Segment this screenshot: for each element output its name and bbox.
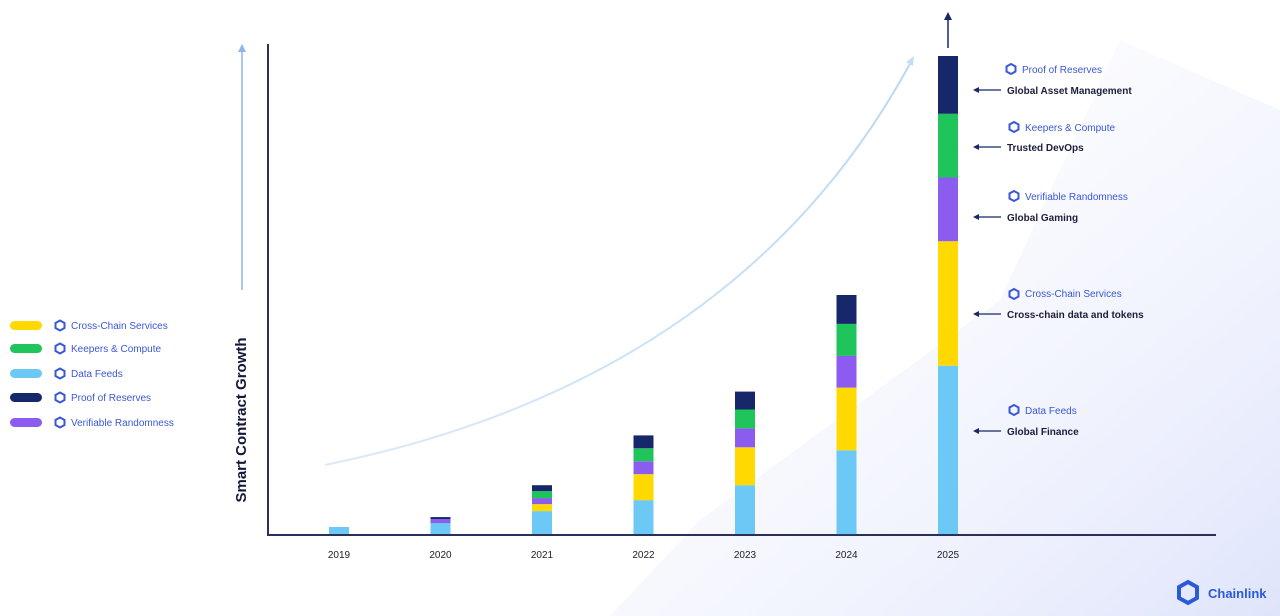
x-tick-label: 2021 (531, 550, 554, 561)
bar-segment (836, 295, 857, 324)
legend-item: Data Feeds (10, 367, 123, 380)
annotation-arrowhead (973, 311, 979, 317)
bar-segment (532, 491, 552, 499)
legend-label: Cross-Chain Services (71, 321, 168, 332)
annotation-subtitle: Global Gaming (1007, 213, 1078, 224)
x-tick-label: 2020 (429, 550, 452, 561)
bar-segment (938, 113, 958, 178)
annotation: Verifiable Randomness Global Gaming (973, 189, 1128, 224)
legend-item: Cross-Chain Services (10, 319, 168, 332)
background-wash (610, 40, 1280, 616)
chainlink-hex-icon (54, 391, 66, 404)
annotation: Cross-Chain Services Cross-chain data an… (973, 287, 1144, 321)
annotation-subtitle: Trusted DevOps (1007, 143, 1084, 154)
growth-curve (324, 59, 913, 466)
bar-segment (735, 447, 755, 486)
chainlink-hex-icon (54, 416, 66, 429)
bar-segment (836, 387, 857, 451)
bar-segment (735, 485, 755, 534)
x-ticks-group: 2019 2020 2021 2022 2023 2024 2025 (328, 550, 960, 561)
y-axis-label: Smart Contract Growth (233, 337, 250, 502)
bar-segment (735, 409, 755, 429)
legend-label: Verifiable Randomness (71, 418, 174, 429)
legend-swatch (10, 393, 42, 402)
chainlink-hex-icon (54, 319, 66, 332)
legend-item: Keepers & Compute (10, 342, 161, 355)
annotation-arrowhead (973, 428, 979, 434)
annotation-title: Proof of Reserves (1022, 65, 1102, 76)
bar-segment (938, 241, 958, 366)
annotation: Data Feeds Global Finance (973, 403, 1079, 438)
legend-swatch (10, 321, 42, 330)
chainlink-hex-icon (1005, 62, 1017, 76)
bar-segment (633, 435, 654, 449)
chainlink-hex-icon (54, 342, 66, 355)
bar-segment (938, 56, 958, 114)
bars-group (329, 56, 958, 535)
bar-segment (633, 461, 654, 475)
legend-label: Keepers & Compute (71, 344, 161, 355)
bar-segment (836, 450, 857, 535)
y-growth-arrowhead (238, 44, 246, 52)
bar-segment (532, 511, 552, 534)
annotations: Proof of Reserves Global Asset Managemen… (973, 62, 1144, 438)
x-tick-label: 2025 (937, 550, 960, 561)
top-bar-arrowhead (944, 12, 952, 20)
chainlink-logo: Chainlink (1177, 579, 1267, 606)
x-tick-label: 2022 (632, 550, 655, 561)
chainlink-hex-icon (1008, 189, 1020, 203)
legend: Cross-Chain Services Keepers & Compute D… (10, 319, 174, 429)
legend-swatch (10, 369, 42, 378)
brand-name: Chainlink (1208, 586, 1267, 601)
bar-segment (633, 474, 654, 501)
annotation: Proof of Reserves Global Asset Managemen… (973, 62, 1132, 97)
bar-segment (532, 498, 552, 505)
bar-segment (836, 355, 857, 388)
bar-segment (938, 177, 958, 242)
bar-segment (836, 323, 857, 356)
annotation-title: Cross-Chain Services (1025, 289, 1122, 300)
legend-label: Proof of Reserves (71, 393, 151, 404)
chainlink-hex-icon (54, 367, 66, 380)
chainlink-hex-icon (1008, 287, 1020, 301)
chainlink-hex-icon (1008, 403, 1020, 417)
annotation: Keepers & Compute Trusted DevOps (973, 120, 1115, 154)
legend-swatch (10, 418, 42, 427)
annotation-subtitle: Cross-chain data and tokens (1007, 310, 1144, 321)
bar-segment (633, 500, 654, 534)
chainlink-hex-icon (1177, 579, 1199, 606)
x-tick-label: 2023 (734, 550, 757, 561)
chainlink-hex-icon (1008, 120, 1020, 134)
annotation-title: Verifiable Randomness (1025, 192, 1128, 203)
bar-segment (430, 517, 451, 520)
bar-segment (735, 391, 755, 410)
annotation-arrowhead (973, 87, 979, 93)
x-tick-label: 2019 (328, 550, 351, 561)
bar-segment (532, 485, 552, 492)
bar-segment (430, 519, 451, 524)
bar-segment (633, 448, 654, 462)
bar-segment (329, 527, 349, 534)
annotation-title: Data Feeds (1025, 406, 1077, 417)
bar-segment (735, 428, 755, 448)
legend-item: Proof of Reserves (10, 391, 151, 404)
bar-segment (532, 504, 552, 512)
x-tick-label: 2024 (835, 550, 858, 561)
annotation-subtitle: Global Asset Management (1007, 86, 1132, 97)
legend-label: Data Feeds (71, 369, 123, 380)
legend-swatch (10, 344, 42, 353)
annotation-subtitle: Global Finance (1007, 427, 1079, 438)
growth-curve-arrowhead (906, 56, 914, 66)
legend-item: Verifiable Randomness (10, 416, 174, 429)
annotation-arrowhead (973, 214, 979, 220)
annotation-arrowhead (973, 144, 979, 150)
annotation-title: Keepers & Compute (1025, 123, 1115, 134)
bar-segment (430, 523, 451, 534)
bar-segment (938, 365, 958, 534)
